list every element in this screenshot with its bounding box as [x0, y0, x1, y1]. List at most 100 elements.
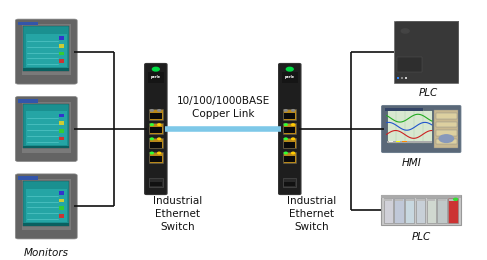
Bar: [437, 198, 447, 223]
Bar: [405, 77, 407, 79]
Bar: [59, 191, 64, 195]
FancyBboxPatch shape: [279, 63, 301, 194]
Bar: [23, 26, 69, 71]
Bar: [283, 152, 297, 162]
Circle shape: [292, 124, 295, 125]
Bar: [283, 123, 297, 134]
Bar: [416, 199, 425, 201]
Bar: [427, 198, 436, 223]
Circle shape: [292, 138, 295, 140]
Bar: [284, 113, 296, 119]
Text: PLC: PLC: [419, 88, 438, 98]
Bar: [438, 199, 446, 201]
Text: Industrial
Ethernet
Switch: Industrial Ethernet Switch: [153, 196, 203, 232]
Bar: [149, 123, 163, 134]
Bar: [403, 21, 458, 79]
Bar: [387, 110, 432, 142]
Bar: [23, 146, 69, 148]
Bar: [19, 99, 38, 103]
Bar: [23, 104, 69, 148]
Bar: [385, 108, 423, 111]
Bar: [381, 196, 462, 225]
Bar: [284, 142, 296, 148]
Bar: [406, 199, 414, 201]
Circle shape: [292, 152, 295, 154]
Circle shape: [158, 138, 161, 140]
Bar: [150, 156, 162, 162]
Bar: [436, 130, 457, 136]
Circle shape: [401, 29, 409, 33]
Circle shape: [150, 110, 153, 111]
Circle shape: [158, 110, 161, 111]
Bar: [394, 198, 404, 223]
Bar: [399, 21, 458, 81]
Bar: [381, 196, 462, 198]
Bar: [19, 22, 38, 25]
Bar: [23, 181, 69, 226]
Bar: [59, 52, 64, 55]
Bar: [436, 122, 457, 127]
Circle shape: [158, 124, 161, 125]
Bar: [401, 77, 403, 79]
Circle shape: [454, 198, 458, 200]
Bar: [150, 113, 162, 119]
FancyBboxPatch shape: [382, 105, 461, 153]
Bar: [282, 72, 298, 83]
Bar: [59, 214, 64, 218]
Bar: [149, 109, 163, 120]
Bar: [149, 138, 163, 148]
Bar: [148, 72, 164, 83]
Circle shape: [152, 67, 159, 71]
Bar: [416, 198, 425, 223]
Bar: [59, 136, 64, 140]
Text: perle: perle: [151, 75, 161, 79]
Circle shape: [150, 124, 153, 125]
FancyBboxPatch shape: [16, 96, 77, 161]
Circle shape: [292, 110, 295, 111]
Circle shape: [150, 152, 153, 154]
Bar: [395, 199, 403, 201]
Circle shape: [158, 152, 161, 154]
Bar: [149, 178, 163, 187]
Text: 10/100/1000BASE
Copper Link: 10/100/1000BASE Copper Link: [176, 96, 270, 119]
Circle shape: [284, 124, 287, 125]
Bar: [150, 142, 162, 148]
Bar: [283, 178, 297, 187]
Bar: [59, 114, 64, 118]
Circle shape: [284, 138, 287, 140]
Bar: [448, 198, 458, 223]
Text: HMI: HMI: [402, 158, 421, 168]
Bar: [283, 109, 297, 120]
FancyBboxPatch shape: [145, 63, 167, 194]
Bar: [19, 177, 38, 180]
Circle shape: [150, 138, 153, 140]
Text: perle: perle: [285, 75, 295, 79]
Bar: [59, 121, 64, 125]
Circle shape: [284, 152, 287, 154]
Bar: [402, 141, 407, 142]
Bar: [284, 182, 296, 186]
Bar: [384, 199, 393, 201]
Bar: [23, 68, 69, 71]
Bar: [436, 113, 457, 119]
Bar: [434, 110, 458, 148]
Bar: [149, 152, 163, 162]
Bar: [21, 179, 71, 230]
Bar: [59, 44, 64, 48]
Bar: [397, 57, 422, 72]
Bar: [150, 182, 162, 186]
Bar: [26, 111, 67, 145]
Bar: [395, 141, 400, 142]
Bar: [59, 59, 64, 63]
Bar: [396, 21, 458, 82]
Bar: [23, 223, 69, 226]
Bar: [26, 188, 67, 222]
Text: Industrial
Ethernet
Switch: Industrial Ethernet Switch: [287, 196, 337, 232]
FancyBboxPatch shape: [16, 174, 77, 239]
Circle shape: [286, 67, 293, 71]
Bar: [21, 102, 71, 153]
Text: Monitors: Monitors: [24, 248, 69, 258]
FancyBboxPatch shape: [16, 19, 77, 84]
Circle shape: [439, 135, 453, 142]
Bar: [150, 127, 162, 133]
